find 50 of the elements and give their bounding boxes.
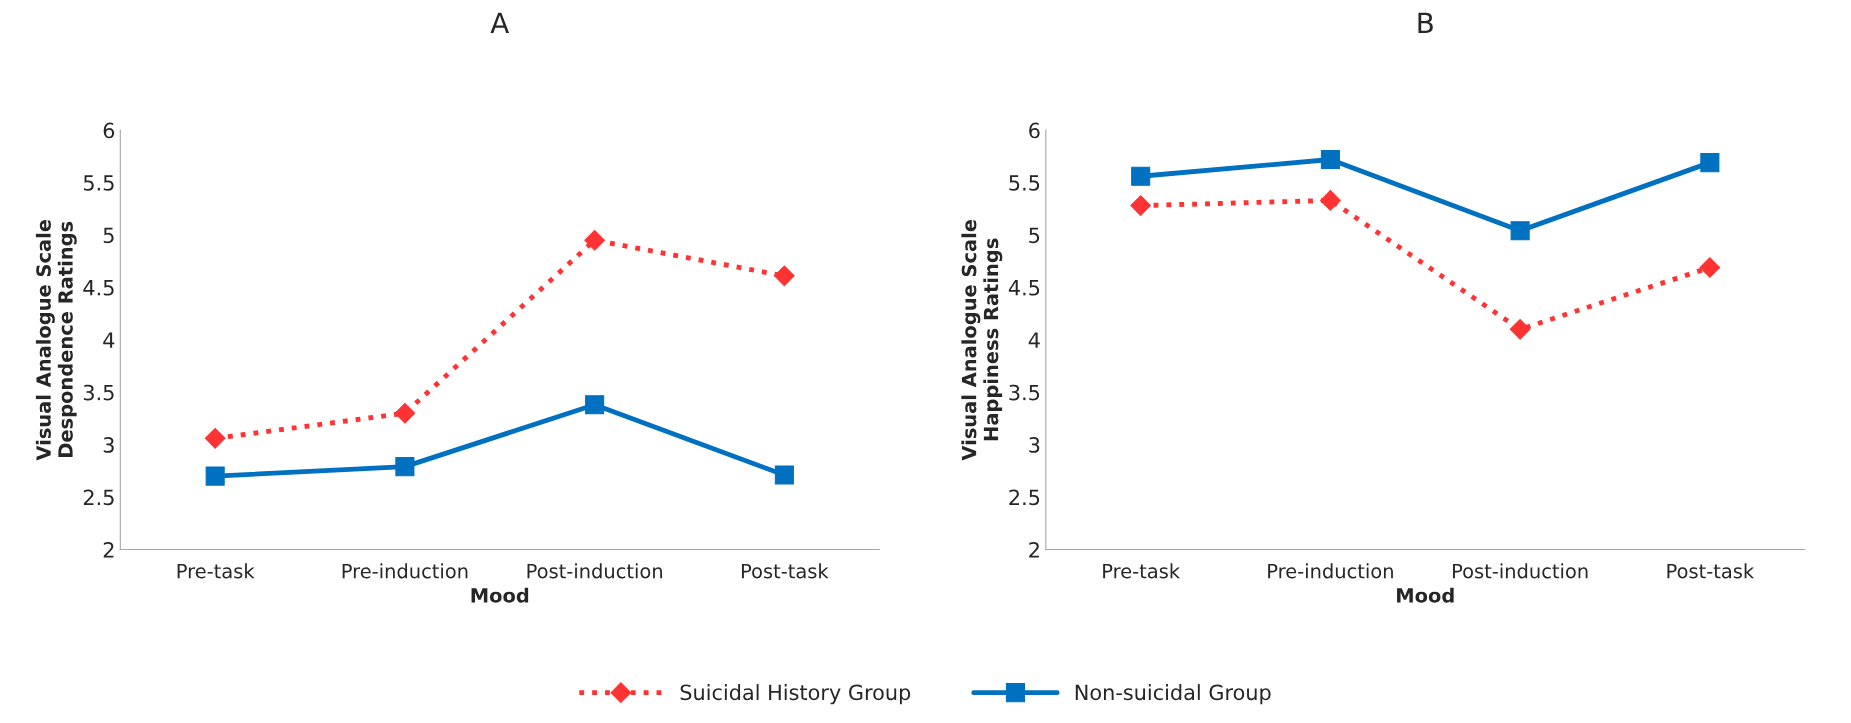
point bbox=[394, 402, 416, 424]
point bbox=[585, 395, 605, 415]
y-tick-label: 4.5 bbox=[1008, 280, 1040, 296]
y-tick-label: 3 bbox=[103, 437, 114, 453]
y-tick-label: 4 bbox=[103, 332, 115, 348]
point bbox=[1130, 195, 1152, 216]
y-tick-label: 5.5 bbox=[83, 175, 114, 191]
y-axis-title: Visual Analogue Scale Despondence Ratings bbox=[35, 219, 77, 461]
point bbox=[395, 457, 415, 477]
y-tick-label: 2 bbox=[103, 541, 114, 558]
x-tick-label: Pre-task bbox=[177, 563, 255, 579]
y-tick-label: 5 bbox=[1029, 227, 1040, 244]
x-tick-label: Post-induction bbox=[527, 563, 662, 579]
point bbox=[774, 265, 795, 287]
point bbox=[1131, 166, 1151, 186]
x-axis-title: Mood bbox=[1397, 587, 1454, 603]
chart-title: B bbox=[1418, 12, 1433, 33]
point bbox=[1699, 257, 1721, 278]
point bbox=[1320, 190, 1341, 211]
y-axis-title: Visual Analogue Scale Happiness Ratings bbox=[961, 219, 1003, 461]
point bbox=[204, 428, 226, 449]
y-tick-label: 2 bbox=[1029, 541, 1039, 558]
x-axis-title: Mood bbox=[471, 587, 529, 603]
point bbox=[774, 465, 794, 485]
y-tick-label: 5.5 bbox=[1009, 175, 1040, 191]
x-tick-label: Post-induction bbox=[1453, 563, 1588, 579]
point bbox=[584, 229, 605, 251]
point bbox=[1509, 318, 1531, 340]
point bbox=[1320, 149, 1340, 170]
y-tick-label: 4 bbox=[1028, 332, 1040, 348]
y-tick-label: 6 bbox=[103, 122, 115, 139]
legend-label: Suicidal History Group bbox=[680, 684, 911, 705]
x-tick-label: Pre-task bbox=[1103, 563, 1181, 579]
point bbox=[1700, 153, 1720, 173]
point bbox=[205, 466, 225, 486]
y-tick-label: 6 bbox=[1029, 122, 1040, 139]
y-tick-label: 3.5 bbox=[83, 384, 114, 401]
x-tick-label: Pre-induction bbox=[1268, 563, 1393, 579]
y-tick-label: 2.5 bbox=[83, 489, 114, 506]
point bbox=[1510, 221, 1530, 241]
chart-title: A bbox=[490, 12, 510, 33]
legend-label: Non-suicidal Group bbox=[1075, 684, 1271, 705]
x-tick-label: Post-task bbox=[741, 563, 829, 579]
y-tick-label: 2.5 bbox=[1009, 489, 1040, 506]
y-tick-label: 5 bbox=[103, 227, 114, 244]
y-tick-label: 3 bbox=[1029, 437, 1040, 453]
x-tick-label: Post-task bbox=[1667, 563, 1755, 579]
x-tick-label: Pre-induction bbox=[342, 563, 468, 579]
y-tick-label: 4.5 bbox=[83, 280, 114, 296]
y-tick-label: 3.5 bbox=[1009, 384, 1040, 401]
